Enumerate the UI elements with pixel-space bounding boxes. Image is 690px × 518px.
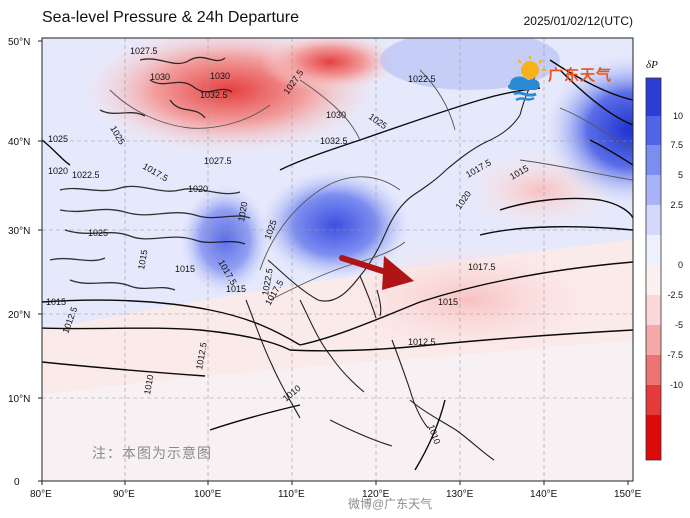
isobar-label: 1020 xyxy=(236,201,249,222)
guangdong-weather-logo: 广东天气 xyxy=(504,56,632,106)
isobar-label: 1015 xyxy=(136,249,149,270)
isobar-label: 1025 xyxy=(48,134,68,144)
lon-label: 120°E xyxy=(362,489,390,500)
isobar-label: 1022.5 xyxy=(408,74,436,84)
map-frame xyxy=(41,37,634,482)
negative-anomaly-northeast xyxy=(260,38,400,92)
isobar-label: 1015 xyxy=(46,297,66,307)
highlight-arrow xyxy=(339,255,414,290)
lon-label: 130°E xyxy=(446,489,474,500)
schematic-note: 注：本图为示意图 xyxy=(92,445,212,461)
lon-label: 90°E xyxy=(113,489,135,500)
legend-title: δP xyxy=(646,59,658,71)
lat-label: 0 xyxy=(14,477,20,488)
isobar-label: 1027.5 xyxy=(204,156,232,166)
isobar-label: 1032.5 xyxy=(320,136,348,146)
lat-label: 40°N xyxy=(8,137,30,148)
blue-anomaly-east-china xyxy=(260,170,410,280)
lon-label: 80°E xyxy=(30,489,52,500)
isobar-label: 1012.5 xyxy=(408,337,436,347)
isobar-label: 1010 xyxy=(142,374,155,395)
isobar-label: 1032.5 xyxy=(200,90,228,100)
isobar-label: 1012.5 xyxy=(194,341,209,370)
isobar-label: 1017.5 xyxy=(468,262,496,272)
lon-label: 150°E xyxy=(614,489,642,500)
isobar-label: 1027.5 xyxy=(130,46,158,56)
chart-title: Sea-level Pressure & 24h Departure xyxy=(42,9,300,26)
legend-label: -7.5 xyxy=(667,350,683,360)
isobar-label: 1015 xyxy=(175,264,195,274)
legend-label: -10 xyxy=(670,380,683,390)
blue-anomaly-north-pacific xyxy=(380,38,560,90)
lon-label: 140°E xyxy=(530,489,558,500)
isobar-label: 1020 xyxy=(48,166,68,176)
blue-anomaly-tibet xyxy=(180,185,270,295)
legend-label: 0 xyxy=(678,260,683,270)
isobar-label: 1030 xyxy=(210,71,230,81)
lon-label: 110°E xyxy=(278,489,305,500)
lat-label: 50°N xyxy=(8,37,30,48)
isobar-label: 1015 xyxy=(438,297,458,307)
legend-label: -2.5 xyxy=(667,290,683,300)
isobar-label: 1022.5 xyxy=(72,170,100,180)
legend-label: 5 xyxy=(678,170,683,180)
legend-colorbar xyxy=(645,77,662,461)
sun-cloud-icon xyxy=(507,56,546,102)
legend-label: 7.5 xyxy=(670,140,683,150)
isobar-label: 1015 xyxy=(226,284,246,294)
isobar-label: 1030 xyxy=(326,110,346,120)
legend-label: -5 xyxy=(675,320,683,330)
lat-label: 30°N xyxy=(8,226,30,237)
legend-label: 2.5 xyxy=(670,200,683,210)
lon-label: 100°E xyxy=(194,489,222,500)
isobar-label: 1020 xyxy=(188,184,208,194)
weibo-watermark: 微博@广东天气 xyxy=(348,497,433,511)
lat-label: 20°N xyxy=(8,310,30,321)
valid-datetime: 2025/01/02/12(UTC) xyxy=(523,14,633,28)
legend-label: 10 xyxy=(673,111,683,121)
isobar-label: 1022.5 xyxy=(260,267,275,296)
isobar-label: 1025 xyxy=(88,228,108,238)
isobar-label: 1030 xyxy=(150,72,170,82)
logo-text: 广东天气 xyxy=(548,67,613,84)
lat-label: 10°N xyxy=(8,394,30,405)
neutral-band xyxy=(42,340,633,481)
